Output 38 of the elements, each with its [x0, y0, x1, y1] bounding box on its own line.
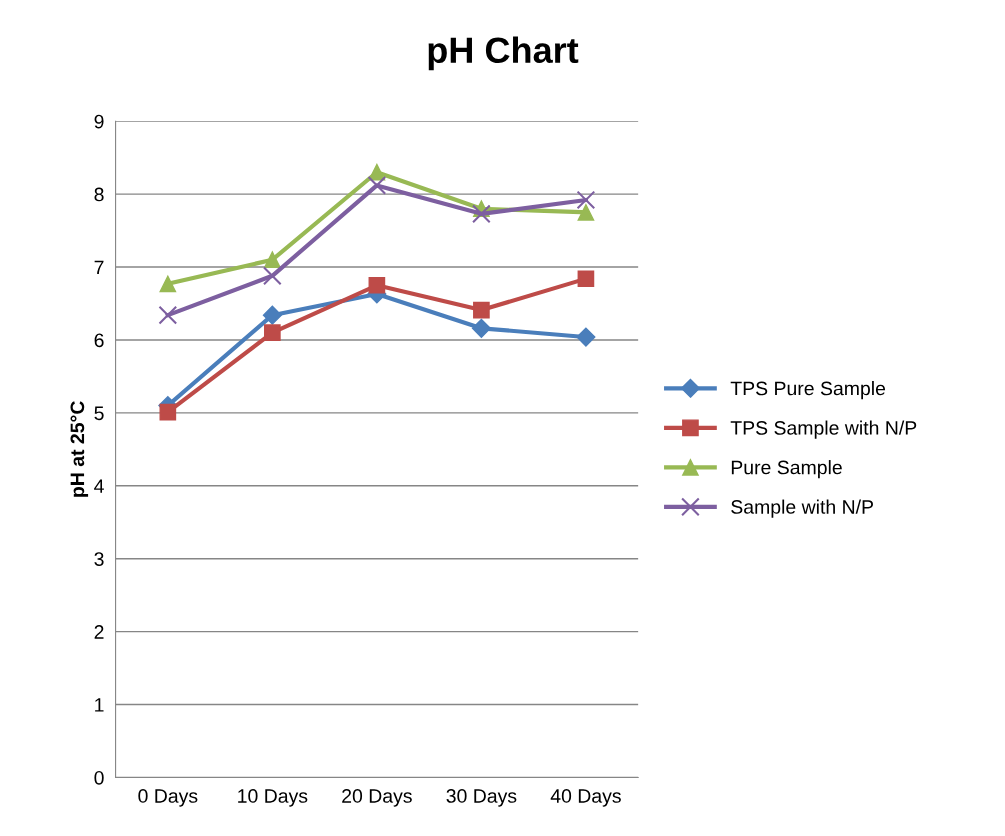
- y-tick-label: 8: [94, 187, 104, 202]
- point: [472, 204, 491, 224]
- x-tick-label: 40 Days: [550, 789, 621, 807]
- point: [159, 403, 177, 421]
- point: [159, 275, 177, 293]
- y-tick-label: 4: [94, 479, 104, 493]
- point: [368, 276, 386, 294]
- point: [262, 305, 282, 325]
- point: [368, 163, 386, 181]
- point: [577, 204, 595, 221]
- point: [158, 305, 178, 325]
- point: [577, 270, 595, 288]
- x-tick-label: 30 Days: [446, 789, 517, 807]
- point: [576, 327, 596, 347]
- point: [264, 324, 281, 342]
- point: [473, 301, 490, 319]
- legend-label: TPS Sample with N/P: [730, 420, 917, 439]
- y-tick-label: 0: [94, 770, 104, 785]
- y-tick-label: 7: [94, 260, 104, 275]
- y-tick-label: 9: [94, 114, 104, 129]
- chart-title: pH Chart: [428, 36, 579, 71]
- point: [262, 266, 282, 286]
- legend-label: Pure Sample: [731, 460, 842, 479]
- y-tick-label: 2: [94, 625, 104, 639]
- x-tick-label: 0 Days: [138, 789, 198, 807]
- legend-label: Sample with N/P: [731, 499, 873, 518]
- point: [471, 318, 491, 338]
- y-tick-label: 1: [95, 698, 104, 712]
- y-tick-label: 6: [94, 333, 104, 348]
- y-tick-label: 5: [94, 406, 104, 421]
- y-axis-title: pH at 25°C: [70, 401, 89, 497]
- point: [367, 176, 387, 195]
- x-tick-label: 20 Days: [342, 789, 412, 807]
- x-tick-label: 10 Days: [238, 789, 308, 807]
- point: [264, 251, 281, 269]
- y-tick-label: 3: [94, 552, 104, 566]
- point: [576, 190, 596, 210]
- legend-label: TPS Pure Sample: [730, 381, 886, 400]
